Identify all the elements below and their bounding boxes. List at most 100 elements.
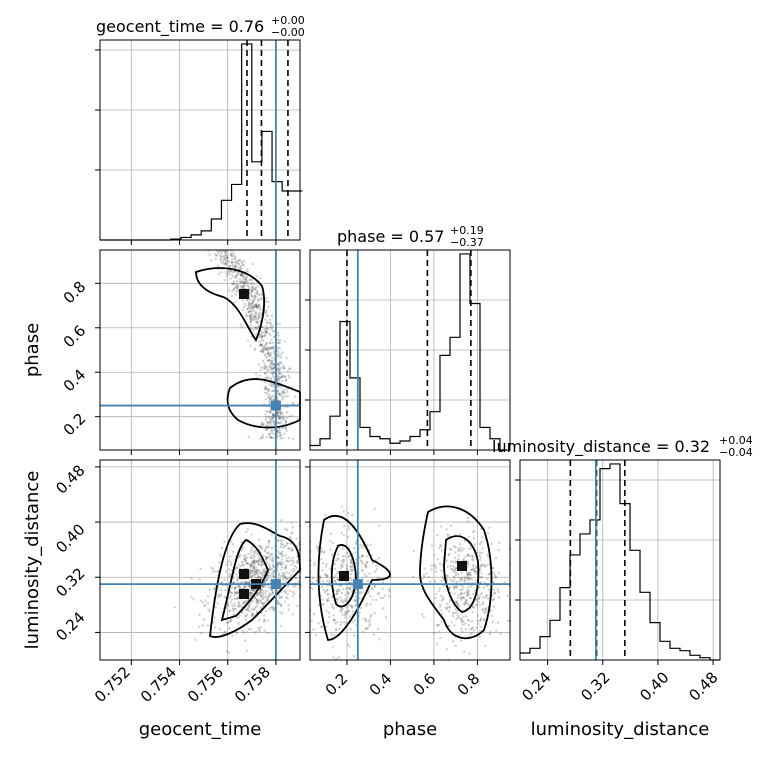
scatter-point <box>278 367 281 370</box>
scatter-point <box>445 559 449 562</box>
scatter-point <box>463 601 466 604</box>
scatter-point <box>360 546 364 549</box>
scatter-point <box>277 392 281 396</box>
scatter-point <box>281 390 285 393</box>
scatter-point <box>439 544 443 548</box>
scatter-point <box>235 631 239 634</box>
scatter-point <box>257 363 261 366</box>
scatter-point <box>252 613 256 616</box>
scatter-point <box>276 375 279 378</box>
scatter-point <box>261 433 264 437</box>
scatter-point <box>375 598 378 602</box>
scatter-point <box>253 305 257 309</box>
scatter-point <box>348 609 351 613</box>
scatter-point <box>347 512 350 515</box>
scatter-point <box>336 588 339 592</box>
scatter-point <box>472 530 475 534</box>
scatter-point <box>259 600 263 604</box>
scatter-point <box>230 258 234 261</box>
scatter-point <box>226 604 230 607</box>
scatter-point <box>190 595 193 598</box>
scatter-point <box>256 304 260 307</box>
scatter-point <box>483 564 487 567</box>
scatter-point <box>346 535 350 539</box>
scatter-point <box>438 636 442 640</box>
scatter-point <box>325 609 328 612</box>
scatter-point <box>256 600 259 603</box>
scatter-point <box>250 312 254 316</box>
scatter-point <box>198 578 202 581</box>
scatter-point <box>507 619 510 622</box>
scatter-point <box>258 311 261 315</box>
scatter-point <box>463 602 466 606</box>
scatter-point <box>245 608 249 612</box>
scatter-point <box>456 616 460 619</box>
scatter-point <box>475 603 478 607</box>
scatter-point <box>230 254 234 258</box>
scatter-point <box>270 338 273 341</box>
scatter-point <box>239 564 243 568</box>
scatter-point <box>253 554 256 557</box>
scatter-point <box>263 352 266 356</box>
scatter-point <box>235 290 238 293</box>
scatter-point <box>252 559 256 562</box>
scatter-point <box>438 546 441 550</box>
scatter-point <box>252 299 255 302</box>
scatter-point <box>280 604 283 607</box>
scatter-point <box>467 593 470 597</box>
scatter-point <box>263 334 266 337</box>
scatter-point <box>264 343 267 347</box>
scatter-point <box>242 281 245 285</box>
scatter-point <box>459 627 463 631</box>
scatter-point <box>258 571 262 574</box>
scatter-point <box>478 542 482 546</box>
scatter-point <box>276 555 279 559</box>
scatter-point <box>249 564 253 567</box>
scatter-point <box>231 270 234 274</box>
xtick-ld-3: 0.48 <box>685 668 721 704</box>
scatter-point <box>438 605 442 608</box>
scatter-point <box>264 348 267 352</box>
scatter-point <box>478 586 481 589</box>
scatter-point <box>342 524 346 528</box>
scatter-point <box>233 602 236 605</box>
scatter-point <box>492 597 495 601</box>
scatter-point <box>263 334 266 338</box>
scatter-point <box>255 559 258 563</box>
scatter-point <box>290 521 294 525</box>
scatter-point <box>286 560 290 563</box>
scatter-point <box>250 612 253 615</box>
scatter-point <box>268 364 271 367</box>
contour-line <box>220 538 269 622</box>
scatter-point <box>316 547 319 550</box>
scatter-point <box>279 604 283 607</box>
scatter-point <box>264 418 268 421</box>
scatter-point <box>290 532 293 535</box>
scatter-point <box>332 633 336 637</box>
scatter-point <box>234 264 237 267</box>
scatter-point <box>451 567 454 571</box>
scatter-point <box>255 605 259 608</box>
scatter-point <box>467 563 471 567</box>
ytick-phase-3: 0.8 <box>60 278 90 308</box>
scatter-point <box>325 579 329 583</box>
scatter-point <box>232 288 235 291</box>
scatter-point <box>460 578 464 582</box>
scatter-point <box>268 421 272 424</box>
scatter-point <box>261 586 264 589</box>
scatter-point <box>462 595 465 599</box>
scatter-point <box>237 602 240 605</box>
scatter-point <box>260 594 263 598</box>
scatter-point <box>293 395 297 398</box>
scatter-point <box>199 599 203 602</box>
scatter-point <box>247 581 251 584</box>
xlabel-luminosity-distance: luminosity_distance <box>531 719 710 740</box>
scatter-point <box>332 614 335 617</box>
scatter-point <box>291 595 295 598</box>
scatter-point <box>280 417 283 420</box>
scatter-point <box>226 256 229 259</box>
scatter-point <box>487 597 490 600</box>
scatter-point <box>246 308 249 311</box>
scatter-point <box>350 605 354 608</box>
scatter-point <box>237 623 240 626</box>
